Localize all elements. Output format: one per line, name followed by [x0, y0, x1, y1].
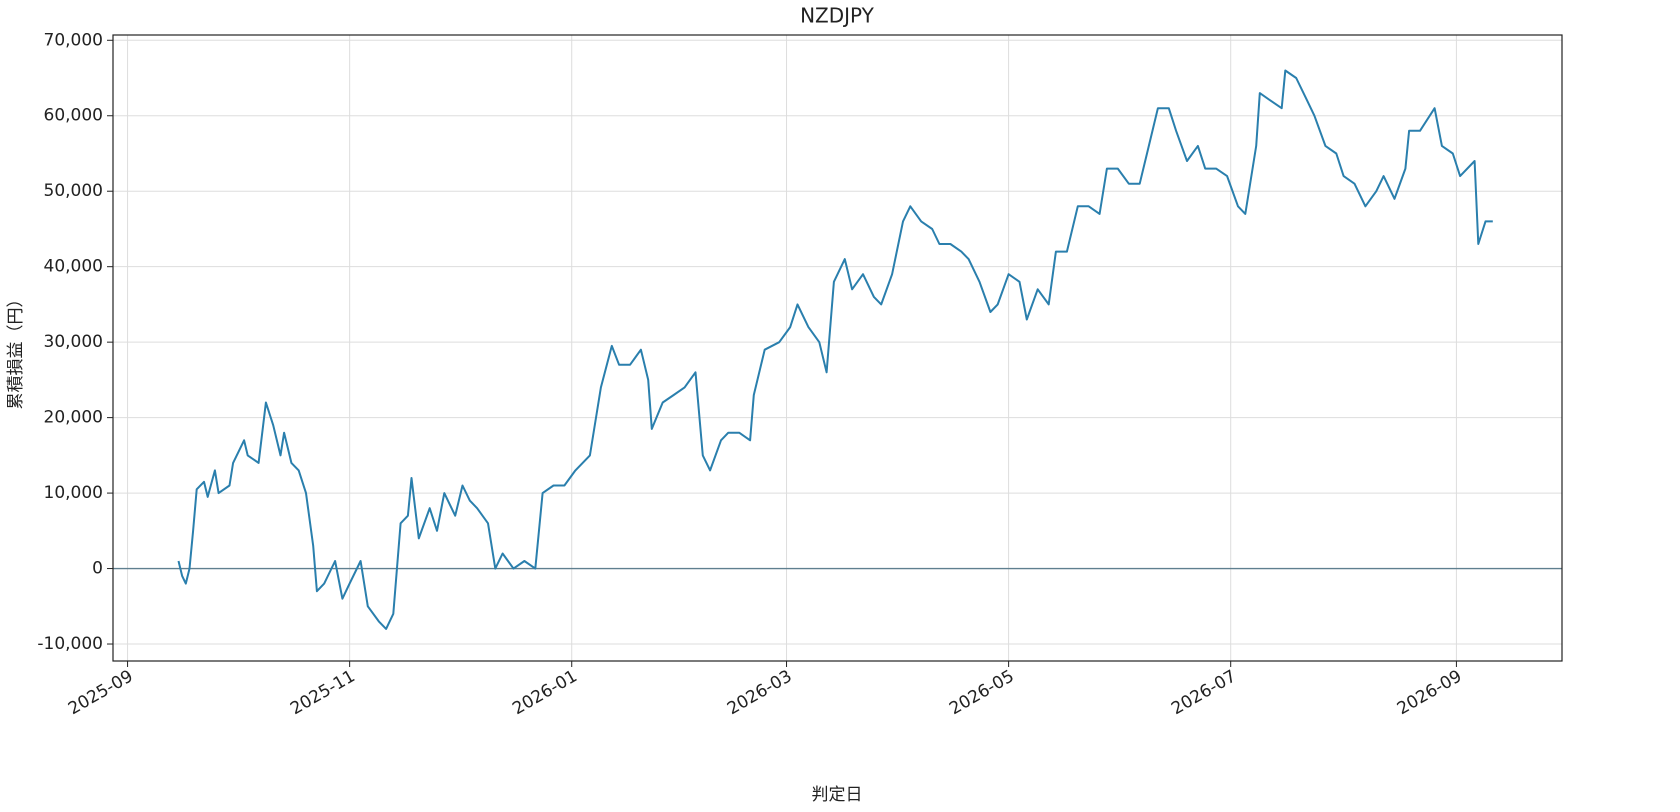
- plot-frame: [112, 34, 1563, 662]
- y-tick-label: -10,000: [37, 634, 103, 654]
- y-axis-label: 累積損益（円）: [6, 291, 26, 410]
- x-tick-label: 2026-03: [724, 666, 796, 719]
- x-axis-label: 判定日: [812, 785, 863, 805]
- x-tick-label: 2026-01: [509, 666, 581, 719]
- x-tick-label: 2026-05: [946, 666, 1018, 719]
- y-tick-label: 10,000: [44, 483, 103, 503]
- y-tick-label: 40,000: [44, 257, 103, 277]
- y-tick-label: 70,000: [44, 30, 103, 50]
- line-series: [177, 69, 1493, 630]
- y-tick-label: 50,000: [44, 181, 103, 201]
- x-tick-label: 2025-09: [65, 666, 137, 719]
- y-tick-label: 20,000: [44, 408, 103, 428]
- y-tick-label: 0: [92, 559, 103, 579]
- x-tick-label: 2025-11: [287, 666, 359, 719]
- x-tick-label: 2026-07: [1168, 666, 1240, 719]
- y-tick-label: 60,000: [44, 106, 103, 126]
- y-tick-label: 30,000: [44, 332, 103, 352]
- chart-title: NZDJPY: [800, 4, 875, 28]
- x-tick-label: 2026-09: [1394, 666, 1466, 719]
